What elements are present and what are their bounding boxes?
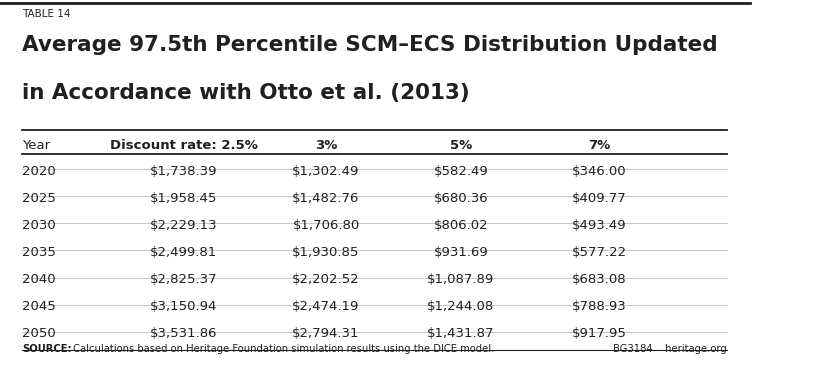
Text: $2,474.19: $2,474.19 [292, 300, 360, 313]
Text: Discount rate: 2.5%: Discount rate: 2.5% [110, 139, 257, 152]
Text: $2,794.31: $2,794.31 [292, 327, 360, 340]
Text: $1,930.85: $1,930.85 [292, 246, 360, 259]
Text: $683.08: $683.08 [573, 273, 627, 286]
Text: Average 97.5th Percentile SCM–ECS Distribution Updated: Average 97.5th Percentile SCM–ECS Distri… [22, 35, 718, 55]
Text: Year: Year [22, 139, 50, 152]
Text: $577.22: $577.22 [572, 246, 627, 259]
Text: 2040: 2040 [22, 273, 56, 286]
Text: 2025: 2025 [22, 192, 56, 205]
Text: $2,499.81: $2,499.81 [150, 246, 217, 259]
Text: in Accordance with Otto et al. (2013): in Accordance with Otto et al. (2013) [22, 83, 470, 103]
Text: SOURCE:: SOURCE: [22, 344, 72, 354]
Text: $1,706.80: $1,706.80 [292, 219, 360, 232]
Text: $1,244.08: $1,244.08 [427, 300, 495, 313]
Text: $1,087.89: $1,087.89 [427, 273, 495, 286]
Text: $582.49: $582.49 [434, 165, 488, 178]
Text: $3,531.86: $3,531.86 [150, 327, 218, 340]
Text: $806.02: $806.02 [434, 219, 488, 232]
Text: $409.77: $409.77 [573, 192, 627, 205]
Text: 2050: 2050 [22, 327, 56, 340]
Text: 3%: 3% [315, 139, 337, 152]
Text: $3,150.94: $3,150.94 [150, 300, 217, 313]
Text: $917.95: $917.95 [573, 327, 627, 340]
Text: TABLE 14: TABLE 14 [22, 9, 71, 19]
Text: 2020: 2020 [22, 165, 56, 178]
Text: $1,958.45: $1,958.45 [150, 192, 217, 205]
Text: $346.00: $346.00 [573, 165, 627, 178]
Text: $1,302.49: $1,302.49 [292, 165, 360, 178]
Text: $931.69: $931.69 [434, 246, 488, 259]
Text: 7%: 7% [588, 139, 610, 152]
Text: $680.36: $680.36 [434, 192, 488, 205]
Text: $1,431.87: $1,431.87 [427, 327, 495, 340]
Text: Calculations based on Heritage Foundation simulation results using the DICE mode: Calculations based on Heritage Foundatio… [69, 344, 494, 354]
Text: $2,202.52: $2,202.52 [292, 273, 360, 286]
Text: $493.49: $493.49 [573, 219, 627, 232]
Text: 5%: 5% [450, 139, 472, 152]
Text: $788.93: $788.93 [573, 300, 627, 313]
Text: $2,229.13: $2,229.13 [150, 219, 218, 232]
Text: 2045: 2045 [22, 300, 56, 313]
Text: BG3184    heritage.org: BG3184 heritage.org [613, 344, 727, 354]
Text: $1,482.76: $1,482.76 [292, 192, 360, 205]
Text: 2030: 2030 [22, 219, 56, 232]
Text: $1,738.39: $1,738.39 [150, 165, 218, 178]
Text: 2035: 2035 [22, 246, 56, 259]
Text: $2,825.37: $2,825.37 [150, 273, 218, 286]
